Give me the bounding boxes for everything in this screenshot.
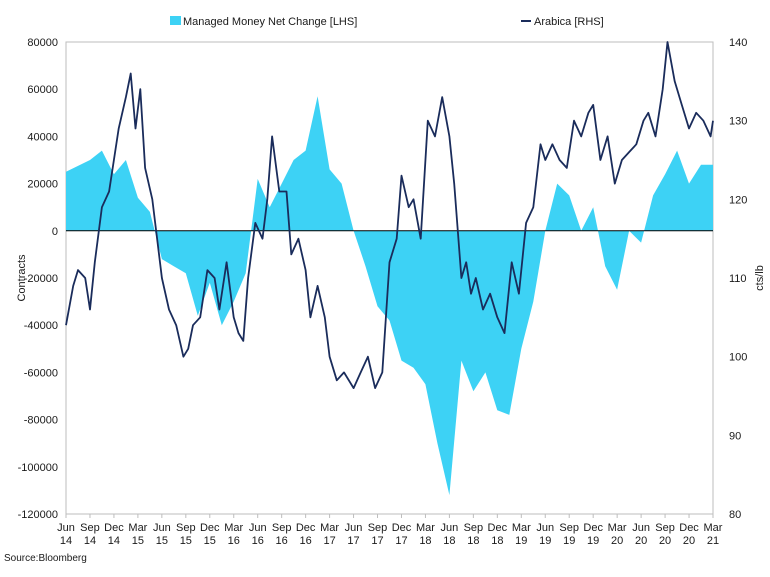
x-tick-month: Mar (416, 522, 435, 534)
right-tick-label: 120 (729, 194, 747, 206)
left-tick-label: -60000 (24, 367, 58, 379)
x-tick-month: Dec (104, 522, 124, 534)
x-tick-year: 15 (132, 535, 144, 547)
x-tick-year: 18 (467, 535, 479, 547)
x-tick-year: 14 (84, 535, 96, 547)
x-tick-year: 17 (395, 535, 407, 547)
x-tick-month: Jun (249, 522, 267, 534)
legend-label-arabica: Arabica [RHS] (534, 16, 604, 28)
arabica-layer (65, 41, 714, 390)
legend-label-managed-money: Managed Money Net Change [LHS] (183, 16, 357, 28)
left-tick-label: -100000 (18, 462, 58, 474)
x-tick-year: 20 (659, 535, 671, 547)
x-tick-year: 16 (276, 535, 288, 547)
right-tick-label: 100 (729, 352, 747, 364)
left-tick-label: -80000 (24, 415, 58, 427)
x-tick-year: 16 (300, 535, 312, 547)
x-tick-month: Sep (176, 522, 196, 534)
x-tick-year: 18 (491, 535, 503, 547)
left-tick-label: 60000 (27, 84, 58, 96)
x-tick-month: Jun (632, 522, 650, 534)
x-tick-month: Sep (559, 522, 579, 534)
x-tick-month: Dec (488, 522, 508, 534)
left-tick-label: 0 (52, 226, 58, 238)
x-tick-year: 14 (108, 535, 120, 547)
x-tick-year: 19 (515, 535, 527, 547)
left-tick-label: 80000 (27, 37, 58, 49)
left-tick-label: -120000 (18, 509, 58, 521)
right-tick-label: 130 (729, 116, 747, 128)
x-tick-year: 19 (563, 535, 575, 547)
managed-money-area (66, 96, 713, 496)
x-tick-month: Sep (272, 522, 292, 534)
x-tick-year: 15 (180, 535, 192, 547)
left-tick-label: -40000 (24, 320, 58, 332)
x-tick-month: Dec (583, 522, 603, 534)
managed-money-layer (66, 96, 713, 496)
x-tick-month: Dec (679, 522, 699, 534)
x-tick-month: Mar (128, 522, 147, 534)
right-tick-label: 90 (729, 430, 741, 442)
x-tick-month: Jun (153, 522, 171, 534)
x-tick-month: Mar (608, 522, 627, 534)
x-tick-year: 16 (228, 535, 240, 547)
x-tick-year: 18 (419, 535, 431, 547)
source-note: Source:Bloomberg (4, 553, 87, 564)
left-tick-label: 40000 (27, 131, 58, 143)
x-tick-year: 16 (252, 535, 264, 547)
x-tick-year: 14 (60, 535, 72, 547)
x-tick-year: 17 (371, 535, 383, 547)
left-tick-label: -20000 (24, 273, 58, 285)
plot-frame (65, 41, 714, 515)
x-tick-month: Mar (512, 522, 531, 534)
x-tick-month: Sep (368, 522, 388, 534)
x-tick-year: 20 (635, 535, 647, 547)
x-tick-year: 19 (539, 535, 551, 547)
x-tick-month: Sep (464, 522, 484, 534)
arabica-line (65, 41, 714, 390)
x-tick-year: 21 (707, 535, 719, 547)
x-tick-year: 20 (611, 535, 623, 547)
x-tick-month: Sep (655, 522, 675, 534)
x-tick-month: Mar (704, 522, 723, 534)
legend-swatch-managed-money (170, 16, 181, 25)
x-tick-month: Dec (392, 522, 412, 534)
x-tick-month: Dec (296, 522, 316, 534)
x-tick-month: Jun (441, 522, 459, 534)
x-tick-year: 20 (683, 535, 695, 547)
x-tick-month: Mar (224, 522, 243, 534)
left-axis: 80000 60000 40000 20000 0 -20000 -40000 -60000 -… (18, 37, 58, 521)
right-tick-label: 140 (729, 37, 747, 49)
x-tick-month: Dec (200, 522, 220, 534)
x-tick-month: Sep (80, 522, 100, 534)
x-tick-month: Jun (536, 522, 554, 534)
right-axis: 140 130 120 110 100 90 80 (729, 37, 747, 521)
x-tick-month: Mar (320, 522, 339, 534)
legend: Managed Money Net Change [LHS] Arabica [… (170, 16, 604, 28)
left-axis-title: Contracts (16, 254, 28, 302)
left-tick-label: 20000 (27, 179, 58, 191)
x-axis: Jun14Sep14Dec14Mar15Jun15Sep15Dec15Mar16… (57, 514, 723, 547)
x-tick-year: 18 (443, 535, 455, 547)
x-tick-year: 19 (587, 535, 599, 547)
right-tick-label: 80 (729, 509, 741, 521)
x-tick-year: 15 (156, 535, 168, 547)
x-tick-month: Jun (345, 522, 363, 534)
x-tick-month: Jun (57, 522, 75, 534)
right-axis-title: cts/lb (754, 265, 766, 291)
x-tick-year: 17 (323, 535, 335, 547)
x-tick-year: 15 (204, 535, 216, 547)
x-tick-year: 17 (347, 535, 359, 547)
right-tick-label: 110 (729, 273, 747, 285)
